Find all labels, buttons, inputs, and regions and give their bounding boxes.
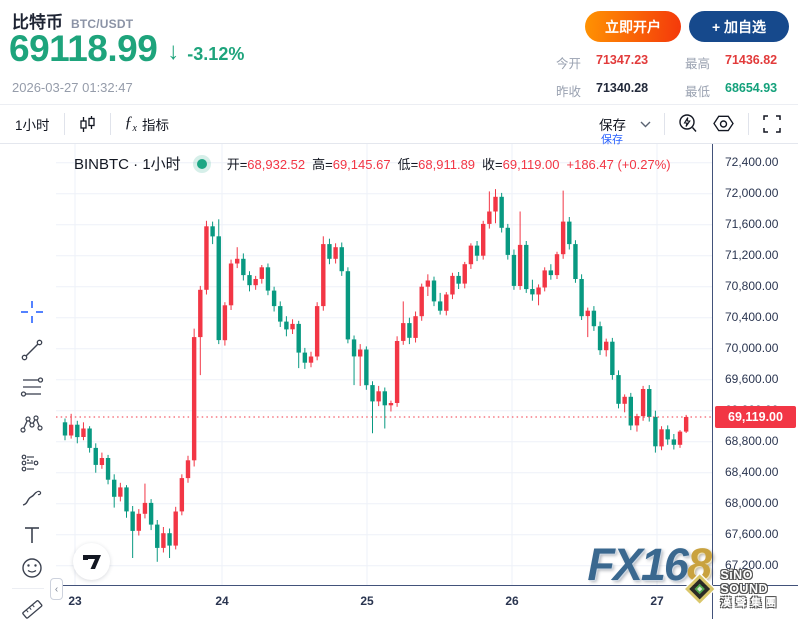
symbol-header: 比特币 BTC/USDT (12, 8, 133, 33)
symbol-name: 比特币 (12, 13, 63, 32)
stat-prev-close: 昨收 71340.28 (556, 81, 649, 99)
interval-selector[interactable]: 1小时 (15, 118, 50, 133)
price-axis-label: 68,800.00 (725, 434, 779, 448)
chart-legend[interactable]: BINBTC · 1小时 开=68,932.52 高=69,145.67 低=68,… (74, 153, 671, 174)
symbol-pair: BTC/USDT (71, 17, 134, 31)
legend-change: +186.47 (+0.27%) (566, 157, 671, 172)
quote-timestamp: 2026-03-27 01:32:47 (12, 80, 133, 95)
sino-diamond-icon (684, 572, 716, 606)
save-tooltip: 保存 (601, 134, 623, 146)
chevron-down-icon (640, 121, 651, 127)
toolbar-divider (748, 113, 749, 135)
candles-icon (79, 115, 95, 132)
tradingview-logo[interactable] (73, 543, 110, 580)
emoji-icon[interactable] (19, 555, 45, 581)
price-axis-label: 70,400.00 (725, 310, 779, 324)
stat-high: 最高 71436.82 (685, 53, 778, 71)
price-axis-label: 70,800.00 (725, 279, 779, 293)
toolbar-divider (63, 113, 65, 135)
toolbar-divider (12, 588, 44, 589)
fib-retracement-icon[interactable] (19, 374, 45, 400)
price-axis-label: 69,600.00 (725, 372, 779, 386)
chart-toolbar: 1小时 ƒx 指标 保存 保存 (0, 104, 798, 146)
save-button[interactable]: 保存 保存 (599, 118, 626, 146)
candlestick-chart (56, 144, 712, 585)
add-watchlist-button[interactable]: + 加自选 (689, 11, 789, 42)
price-axis[interactable]: 72,400.00 72,000.00 71,600.00 71,200.00 70,8… (712, 144, 798, 619)
legend-ohlc: 开=68,932.52 高=69,145.67 低=68,911.89 收=69,11… (226, 157, 671, 172)
down-arrow-icon: ↓ (167, 38, 180, 65)
last-price: 69118.99 (9, 28, 158, 69)
drawing-toolbar (0, 144, 56, 619)
axis-border (56, 585, 798, 586)
toolbar-divider (664, 113, 665, 135)
sino-sound-watermark: SiNO SOUND 漢聲集團 (684, 568, 798, 609)
price-axis-label: 68,000.00 (725, 496, 779, 510)
save-dropdown-chevron[interactable] (640, 121, 651, 128)
price-axis-label: 68,400.00 (725, 465, 779, 479)
toolbar-collapse-handle[interactable]: ‹ (50, 578, 63, 600)
legend-symbol: BINBTC · 1小时 (74, 156, 181, 173)
forecast-icon[interactable] (19, 450, 45, 476)
price-axis-label: 67,200.00 (725, 558, 779, 572)
text-tool-icon[interactable] (19, 522, 45, 548)
quote-stats: 今开 71347.23 最高 71436.82 昨收 71340.28 最低 6… (556, 53, 796, 109)
price-axis-label: 71,600.00 (725, 217, 779, 231)
gear-icon (713, 115, 734, 132)
indicators-button[interactable]: ƒx 指标 (124, 113, 169, 135)
time-axis-label: 26 (505, 594, 519, 608)
time-axis-label: 25 (360, 594, 374, 608)
settings-button[interactable] (712, 113, 735, 135)
brush-icon[interactable] (19, 486, 45, 512)
crosshair-icon[interactable] (19, 299, 45, 325)
price-axis-label: 72,400.00 (725, 155, 779, 169)
chart-style-button[interactable] (78, 115, 97, 134)
fx-icon: ƒx (124, 113, 137, 135)
price-axis-label: 71,200.00 (725, 248, 779, 262)
fx168-watermark: FX168 (587, 539, 712, 590)
quick-search-button[interactable] (677, 113, 699, 135)
stat-open: 今开 71347.23 (556, 53, 649, 71)
stat-low: 最低 68654.93 (685, 81, 778, 99)
price-axis-label: 67,600.00 (725, 527, 779, 541)
fullscreen-button[interactable] (762, 114, 782, 134)
fullscreen-icon (763, 115, 781, 133)
time-axis-label: 24 (215, 594, 229, 608)
tv-glyph (82, 554, 101, 569)
time-axis-label: 23 (68, 594, 82, 608)
xabcd-pattern-icon[interactable] (19, 412, 45, 438)
time-axis[interactable]: 23 24 25 26 27 (56, 585, 798, 619)
toolbar-divider (109, 113, 111, 135)
trend-line-icon[interactable] (19, 337, 45, 363)
open-account-button[interactable]: 立即开户 (585, 11, 681, 42)
market-status-dot (196, 158, 207, 169)
price-axis-label: 72,000.00 (725, 186, 779, 200)
time-axis-label: 27 (650, 594, 664, 608)
price-axis-label: 70,000.00 (725, 341, 779, 355)
change-percent: -3.12% (187, 43, 245, 64)
current-price-tag: 69,119.00 (715, 406, 796, 428)
lightning-search-icon (679, 114, 697, 132)
chart-canvas[interactable] (56, 144, 712, 585)
price-row: 69118.99 ↓ -3.12% (9, 28, 244, 70)
ruler-icon[interactable] (19, 596, 45, 619)
